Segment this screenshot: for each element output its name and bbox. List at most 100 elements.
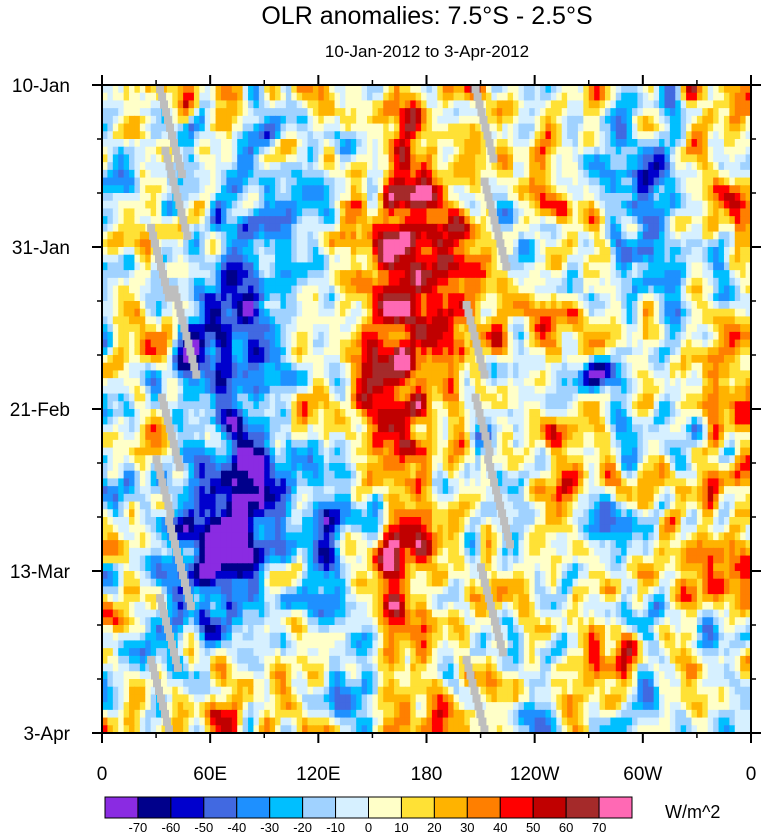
heatmap-cell	[588, 339, 595, 348]
heatmap-cell	[410, 185, 417, 194]
heatmap-cell	[686, 331, 693, 341]
heatmap-cell	[367, 362, 374, 372]
heatmap-cell	[356, 277, 363, 287]
heatmap-cell	[686, 162, 693, 171]
heatmap-cell	[632, 324, 639, 333]
heatmap-cell	[421, 100, 428, 109]
heatmap-cell	[632, 262, 639, 271]
heatmap-cell	[275, 216, 282, 225]
heatmap-cell	[318, 277, 325, 287]
heatmap-cell	[372, 108, 379, 117]
heatmap-cell	[156, 355, 163, 364]
heatmap-cell	[161, 378, 168, 387]
heatmap-cell	[475, 378, 482, 387]
heatmap-cell	[702, 139, 709, 148]
heatmap-cell	[172, 123, 179, 132]
heatmap-cell	[550, 131, 557, 140]
heatmap-cell	[680, 254, 687, 264]
heatmap-cell	[550, 277, 557, 287]
heatmap-cell	[556, 308, 563, 318]
heatmap-cell	[210, 193, 217, 202]
heatmap-cell	[734, 270, 741, 279]
heatmap-cell	[161, 385, 168, 395]
heatmap-cell	[745, 247, 751, 256]
heatmap-cell	[415, 277, 422, 287]
heatmap-cell	[102, 200, 109, 210]
heatmap-cell	[734, 308, 741, 318]
heatmap-cell	[615, 146, 622, 156]
heatmap-cell	[740, 139, 747, 148]
heatmap-cell	[518, 393, 525, 402]
heatmap-cell	[112, 293, 119, 302]
heatmap-cell	[215, 193, 222, 202]
heatmap-cell	[653, 85, 660, 94]
heatmap-cell	[307, 146, 314, 156]
heatmap-cell	[199, 285, 206, 294]
heatmap-cell	[275, 316, 282, 325]
heatmap-cell	[669, 92, 676, 102]
heatmap-cell	[437, 115, 444, 125]
heatmap-cell	[550, 123, 557, 132]
heatmap-cell	[139, 146, 146, 156]
heatmap-cell	[361, 115, 368, 125]
heatmap-cell	[664, 208, 671, 217]
heatmap-cell	[659, 108, 666, 117]
heatmap-cell	[680, 208, 687, 217]
heatmap-cell	[388, 108, 395, 117]
heatmap-cell	[339, 270, 346, 279]
heatmap-cell	[599, 123, 606, 132]
heatmap-cell	[112, 123, 119, 132]
heatmap-cell	[150, 393, 157, 402]
heatmap-cell	[464, 270, 471, 279]
heatmap-cell	[561, 92, 568, 102]
heatmap-cell	[604, 223, 611, 233]
heatmap-cell	[258, 378, 265, 387]
heatmap-cell	[577, 185, 584, 194]
heatmap-cell	[448, 301, 455, 310]
heatmap-cell	[664, 92, 671, 102]
heatmap-cell	[280, 277, 287, 287]
heatmap-cell	[415, 239, 422, 248]
heatmap-cell	[210, 270, 217, 279]
heatmap-cell	[648, 277, 655, 287]
heatmap-cell	[480, 293, 487, 302]
heatmap-cell	[659, 270, 666, 279]
heatmap-cell	[702, 270, 709, 279]
heatmap-cell	[610, 216, 617, 225]
heatmap-cell	[307, 108, 314, 117]
heatmap-cell	[615, 339, 622, 348]
heatmap-cell	[318, 347, 325, 356]
heatmap-cell	[129, 262, 136, 271]
heatmap-cell	[583, 277, 590, 287]
heatmap-cell	[577, 285, 584, 294]
heatmap-cell	[388, 139, 395, 148]
heatmap-cell	[540, 115, 547, 125]
heatmap-cell	[469, 223, 476, 233]
heatmap-cell	[291, 308, 298, 318]
heatmap-cell	[323, 370, 330, 379]
heatmap-cell	[740, 285, 747, 294]
heatmap-cell	[529, 324, 536, 333]
heatmap-cell	[399, 169, 406, 179]
heatmap-cell	[502, 316, 509, 325]
heatmap-cell	[513, 293, 520, 302]
heatmap-cell	[523, 262, 530, 271]
heatmap-cell	[723, 316, 730, 325]
heatmap-cell	[296, 223, 303, 233]
heatmap-cell	[458, 231, 465, 240]
heatmap-cell	[599, 231, 606, 240]
heatmap-cell	[615, 378, 622, 387]
heatmap-cell	[502, 208, 509, 217]
heatmap-cell	[734, 339, 741, 348]
heatmap-cell	[356, 293, 363, 302]
heatmap-cell	[480, 308, 487, 318]
heatmap-cell	[361, 401, 368, 410]
heatmap-cell	[394, 401, 401, 410]
heatmap-cell	[469, 185, 476, 194]
heatmap-cell	[307, 216, 314, 225]
heatmap-cell	[220, 146, 227, 156]
heatmap-cell	[312, 308, 319, 318]
heatmap-cell	[345, 115, 352, 125]
heatmap-cell	[102, 146, 109, 156]
heatmap-cell	[199, 401, 206, 410]
